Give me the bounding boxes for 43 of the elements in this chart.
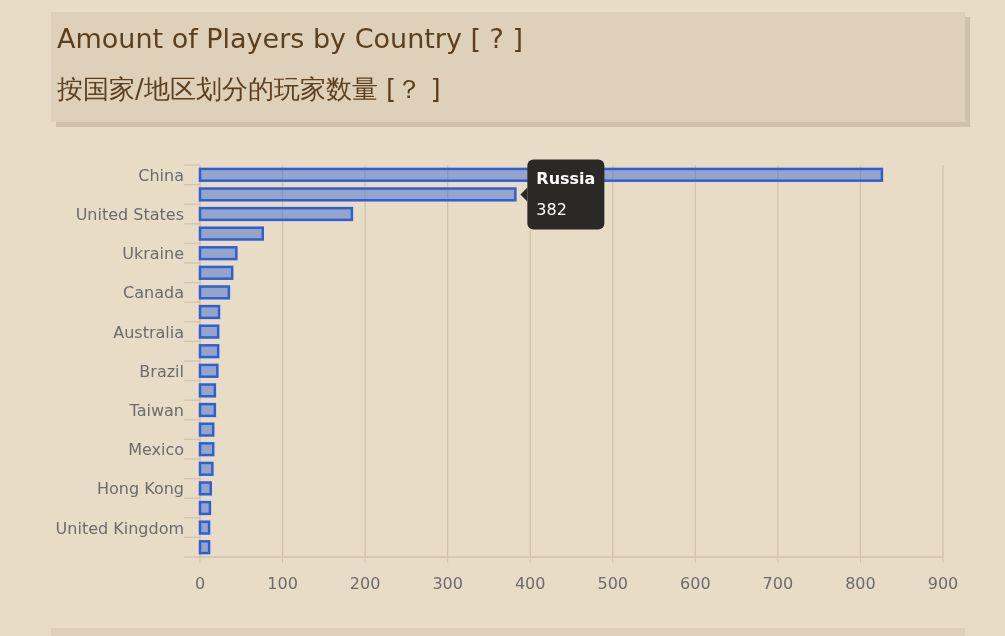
bar: [198, 324, 220, 339]
y-tick-label: United Kingdom: [55, 518, 184, 538]
y-tick-label: United States: [75, 205, 184, 224]
annotation: Russia: [536, 169, 596, 189]
x-tick-label: 500: [597, 574, 629, 593]
x-tick-label: 0: [194, 574, 206, 593]
chart-title: Amount of Players by Country [ ? ]: [57, 23, 524, 54]
bar: [198, 187, 517, 202]
x-tick-label: 700: [762, 574, 794, 593]
y-tick-label: Mexico: [128, 440, 184, 460]
y-tick-label: Australia: [113, 322, 184, 342]
y-tick-label: Ukraine: [122, 244, 184, 264]
bar: [198, 226, 264, 241]
bar: [198, 520, 211, 535]
y-tick-label: China: [138, 165, 184, 185]
y-tick-label: Taiwan: [128, 401, 184, 420]
y-tick-label: Hong Kong: [97, 479, 184, 499]
bar: [198, 540, 211, 555]
bar: [198, 461, 214, 476]
x-tick-label: 400: [514, 574, 546, 593]
data-label: 382: [536, 200, 567, 220]
x-tick-label: 800: [845, 574, 876, 593]
bar: [198, 402, 217, 418]
bar: [198, 383, 217, 398]
x-tick-label: 100: [267, 574, 298, 593]
y-tick-label: Brazil: [139, 361, 184, 381]
bar: [198, 422, 215, 437]
x-tick-label: 900: [927, 574, 959, 593]
y-tick-label: Canada: [123, 283, 184, 303]
bar: [198, 363, 219, 378]
bar: [198, 344, 220, 359]
chart-subtitle: 按国家/地区划分的玩家数量 [？ ]: [57, 74, 441, 104]
bar: [198, 442, 215, 457]
bar: [198, 246, 238, 261]
bar: [198, 206, 354, 222]
x-tick-label: 200: [349, 574, 381, 593]
bar: [198, 285, 231, 300]
bar: [198, 481, 212, 496]
x-tick-label: 300: [432, 574, 463, 593]
bar: [198, 500, 212, 516]
x-tick-label: 600: [680, 574, 711, 593]
bar: [198, 304, 221, 320]
bar: [198, 265, 234, 280]
